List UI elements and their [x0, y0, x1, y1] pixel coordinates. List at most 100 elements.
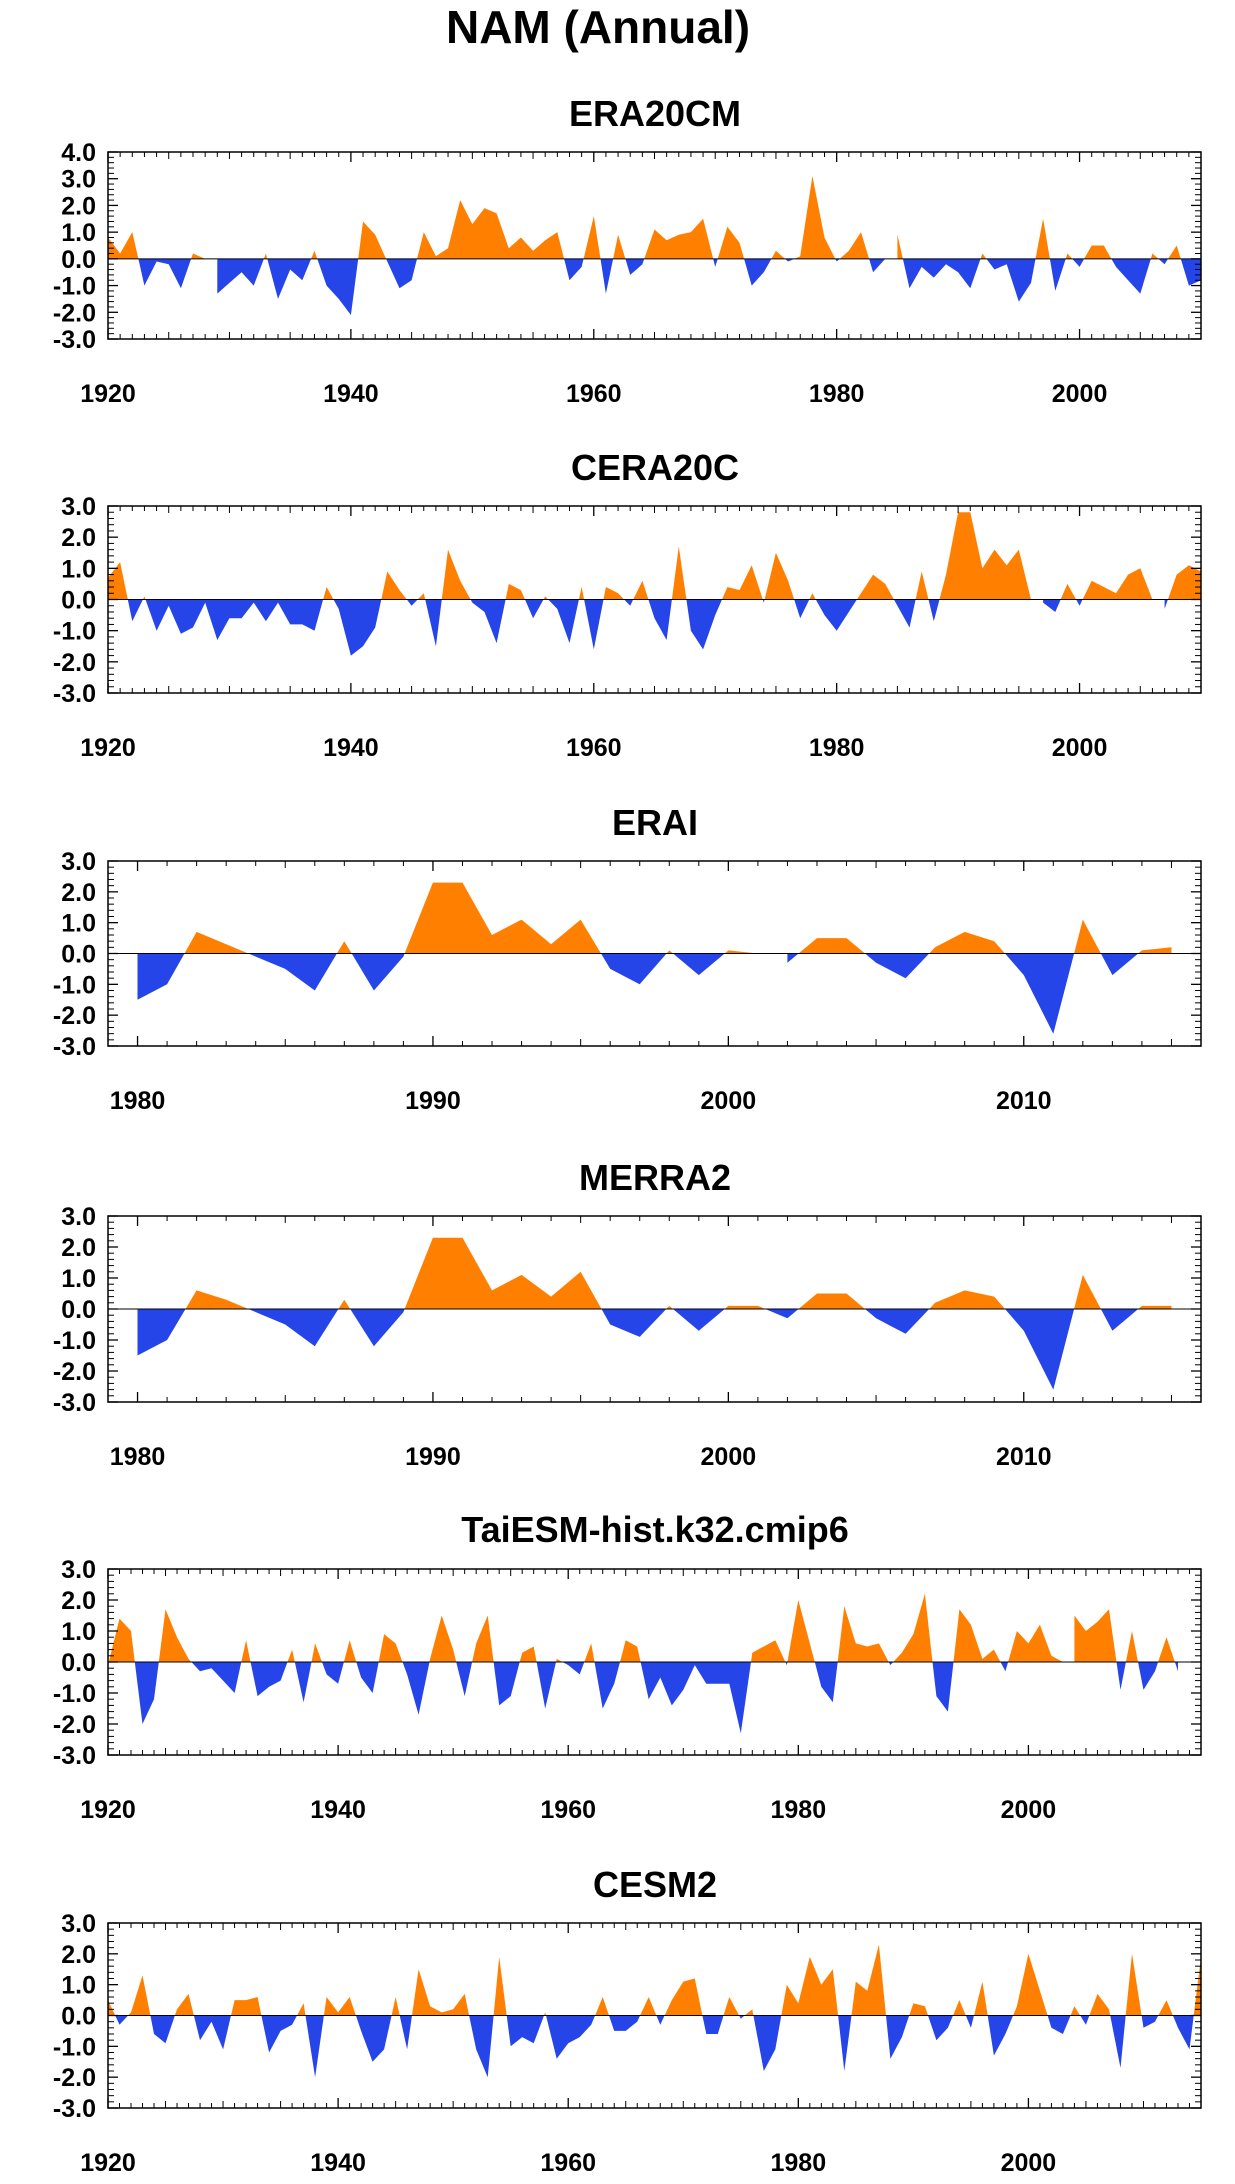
negative-area	[350, 1309, 405, 1347]
positive-area	[787, 1600, 815, 1662]
positive-area	[671, 546, 687, 600]
y-tick-label: -1.0	[53, 2033, 96, 2061]
negative-area	[814, 1662, 838, 1703]
positive-area	[1158, 2000, 1173, 2016]
y-tick-label: 1.0	[61, 219, 96, 247]
negative-area	[1000, 1662, 1009, 1672]
y-tick-label: 2.0	[61, 1234, 96, 1262]
x-tick-label: 2000	[1001, 1796, 1057, 1824]
x-tick-label: 2010	[996, 1087, 1052, 1115]
y-tick-label: 0.0	[61, 246, 96, 274]
negative-area	[333, 599, 382, 656]
x-tick-label: 2000	[1001, 2149, 1057, 2177]
y-tick-label: 0.0	[61, 587, 96, 615]
positive-area	[794, 176, 836, 259]
positive-area	[717, 226, 745, 259]
positive-area	[666, 1305, 673, 1309]
positive-area	[108, 562, 128, 600]
positive-area	[417, 200, 565, 259]
panel-title: ERA20CM	[569, 93, 741, 134]
positive-area	[723, 1997, 740, 2016]
positive-area	[174, 1993, 194, 2016]
negative-area	[673, 953, 725, 976]
negative-area	[673, 1309, 725, 1331]
y-tick-label: -3.0	[53, 326, 96, 354]
positive-area	[404, 882, 601, 954]
positive-area	[620, 1640, 641, 1662]
positive-area	[953, 2000, 966, 2016]
positive-area	[1082, 568, 1153, 600]
y-tick-label: 4.0	[61, 139, 96, 167]
positive-area	[897, 234, 903, 259]
positive-area	[231, 1997, 262, 2016]
x-tick-label: 1940	[323, 380, 379, 408]
negative-area	[1076, 599, 1083, 606]
positive-area	[1168, 245, 1181, 259]
negative-area	[713, 258, 718, 267]
y-tick-label: 2.0	[61, 192, 96, 220]
positive-area	[909, 2003, 928, 2016]
positive-area	[1125, 1953, 1142, 2016]
positive-area	[493, 1956, 507, 2016]
positive-area	[724, 1305, 766, 1309]
y-tick-label: -1.0	[53, 1327, 96, 1355]
negative-area	[902, 258, 981, 289]
negative-area	[835, 258, 840, 262]
positive-area	[185, 1290, 249, 1309]
x-tick-label: 1940	[323, 734, 379, 762]
positive-area	[343, 1640, 357, 1662]
negative-area	[525, 599, 544, 619]
negative-area	[1049, 258, 1066, 291]
positive-area	[603, 587, 625, 600]
y-tick-label: 1.0	[61, 1265, 96, 1293]
positive-area	[1089, 1993, 1111, 2016]
positive-area	[1193, 1956, 1201, 2016]
x-tick-label: 1980	[809, 734, 865, 762]
positive-area	[583, 216, 601, 259]
positive-area	[980, 253, 987, 259]
negative-area	[787, 953, 799, 963]
negative-area	[248, 953, 337, 991]
positive-area	[311, 250, 318, 259]
negative-area	[406, 599, 418, 606]
positive-area	[809, 593, 816, 600]
negative-area	[1043, 599, 1061, 612]
positive-area	[666, 950, 673, 954]
x-tick-label: 1940	[310, 2149, 366, 2177]
y-tick-label: -1.0	[53, 971, 96, 999]
positive-area	[724, 950, 758, 954]
negative-area	[1116, 1662, 1126, 1690]
panel-title: CESM2	[593, 1864, 717, 1905]
positive-area	[338, 1299, 351, 1309]
y-tick-label: 1.0	[61, 1972, 96, 2000]
positive-area	[108, 2000, 116, 2016]
positive-area	[764, 552, 795, 600]
negative-area	[250, 1662, 288, 1697]
x-tick-label: 1990	[405, 1443, 461, 1471]
positive-area	[241, 1640, 251, 1662]
negative-area	[386, 258, 417, 289]
y-tick-label: 3.0	[61, 493, 96, 521]
positive-area	[578, 587, 585, 600]
negative-area	[794, 599, 810, 619]
negative-area	[322, 1662, 344, 1684]
positive-area	[323, 587, 334, 600]
y-tick-label: 0.0	[61, 1296, 96, 1324]
negative-area	[134, 1662, 159, 1724]
positive-area	[429, 1615, 457, 1662]
positive-area	[128, 1975, 151, 2016]
panel-title: MERRA2	[579, 1157, 731, 1198]
positive-area	[378, 1634, 403, 1662]
negative-area	[609, 2015, 641, 2031]
negative-area	[785, 258, 795, 262]
x-tick-label: 1960	[566, 380, 622, 408]
negative-area	[248, 1309, 339, 1347]
negative-area	[402, 1662, 430, 1715]
y-tick-label: 3.0	[61, 1556, 96, 1584]
x-tick-label: 1980	[809, 380, 865, 408]
negative-area	[469, 2015, 494, 2078]
positive-area	[939, 512, 1031, 600]
negative-area	[869, 258, 886, 273]
positive-area	[311, 1643, 322, 1662]
x-tick-label: 1980	[110, 1443, 166, 1471]
